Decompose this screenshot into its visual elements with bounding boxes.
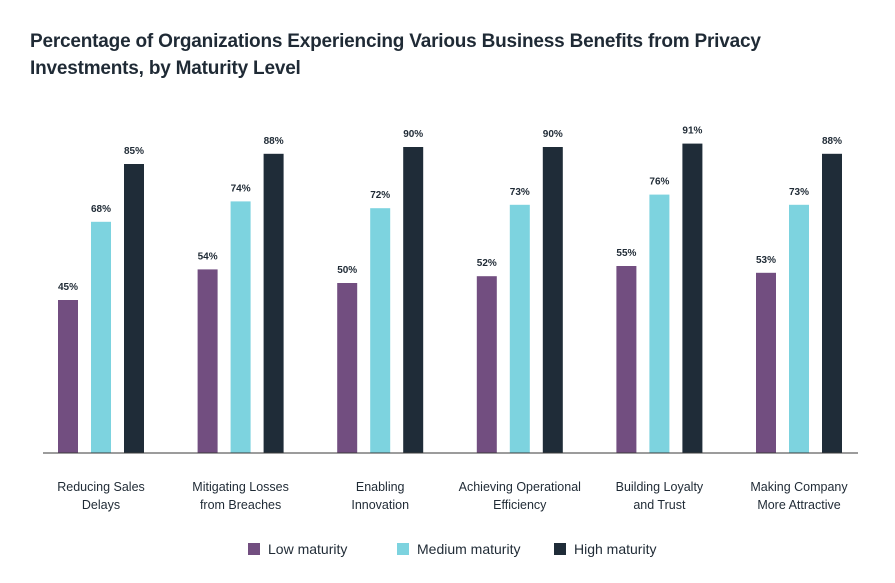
bar-medium-maturity-1: [230, 201, 251, 453]
bar-low-maturity-4: [616, 266, 637, 453]
bar-high-maturity-4: [682, 143, 703, 453]
category-label: Making Company: [750, 480, 848, 494]
data-label: 91%: [682, 126, 702, 137]
bar-medium-maturity-4: [649, 194, 670, 453]
category-label: More Attractive: [757, 498, 840, 512]
data-label: 68%: [91, 204, 111, 215]
bar-low-maturity-1: [197, 269, 218, 453]
data-label: 76%: [649, 177, 669, 188]
data-label: 88%: [264, 136, 284, 147]
legend-label-high-maturity: High maturity: [574, 541, 657, 557]
data-label: 85%: [124, 146, 144, 157]
data-label: 90%: [543, 129, 563, 140]
bar-high-maturity-1: [263, 153, 284, 454]
category-label: Delays: [82, 498, 120, 512]
category-label: Building Loyalty: [616, 480, 704, 494]
data-label: 45%: [58, 282, 78, 293]
chart-title: Percentage of Organizations Experiencing…: [30, 31, 761, 79]
bar-medium-maturity-3: [509, 204, 530, 453]
bar-high-maturity-2: [403, 147, 424, 453]
legend: Low maturity Medium maturity High maturi…: [0, 541, 895, 563]
data-label: 52%: [477, 258, 497, 269]
legend-swatch-low-maturity: [248, 543, 260, 555]
category-label: Enabling: [356, 480, 405, 494]
data-label: 74%: [231, 183, 251, 194]
data-label: 55%: [616, 248, 636, 259]
bar-high-maturity-5: [822, 153, 842, 454]
bar-low-maturity-5: [756, 272, 776, 453]
data-label: 53%: [756, 255, 776, 266]
data-label: 72%: [370, 190, 390, 201]
data-label: 73%: [789, 187, 809, 198]
category-label: and Trust: [633, 498, 686, 512]
legend-swatch-high-maturity: [554, 543, 566, 555]
legend-item-low-maturity: Low maturity: [248, 541, 347, 557]
data-label: 88%: [822, 136, 842, 147]
legend-item-high-maturity: High maturity: [554, 541, 656, 557]
data-label: 54%: [198, 251, 218, 262]
data-label: 90%: [403, 129, 423, 140]
data-label: 73%: [510, 187, 530, 198]
bar-low-maturity-0: [58, 300, 78, 453]
bar-low-maturity-3: [476, 276, 497, 453]
legend-swatch-medium-maturity: [397, 543, 409, 555]
legend-label-low-maturity: Low maturity: [268, 541, 348, 557]
bar-medium-maturity-0: [91, 221, 111, 453]
legend-item-medium-maturity: Medium maturity: [397, 541, 520, 557]
category-label: Innovation: [351, 498, 409, 512]
bar-high-maturity-3: [542, 147, 563, 453]
category-label: from Breaches: [200, 498, 281, 512]
bar-low-maturity-2: [337, 283, 358, 453]
legend-label-medium-maturity: Medium maturity: [417, 541, 521, 557]
category-label: Reducing Sales: [57, 480, 145, 494]
bar-medium-maturity-5: [789, 204, 809, 453]
category-label: Achieving Operational: [459, 480, 581, 494]
bar-medium-maturity-2: [370, 208, 391, 453]
bar-high-maturity-0: [124, 164, 144, 453]
category-label: Efficiency: [493, 498, 547, 512]
category-label: Mitigating Losses: [192, 480, 289, 494]
data-label: 50%: [337, 265, 357, 276]
